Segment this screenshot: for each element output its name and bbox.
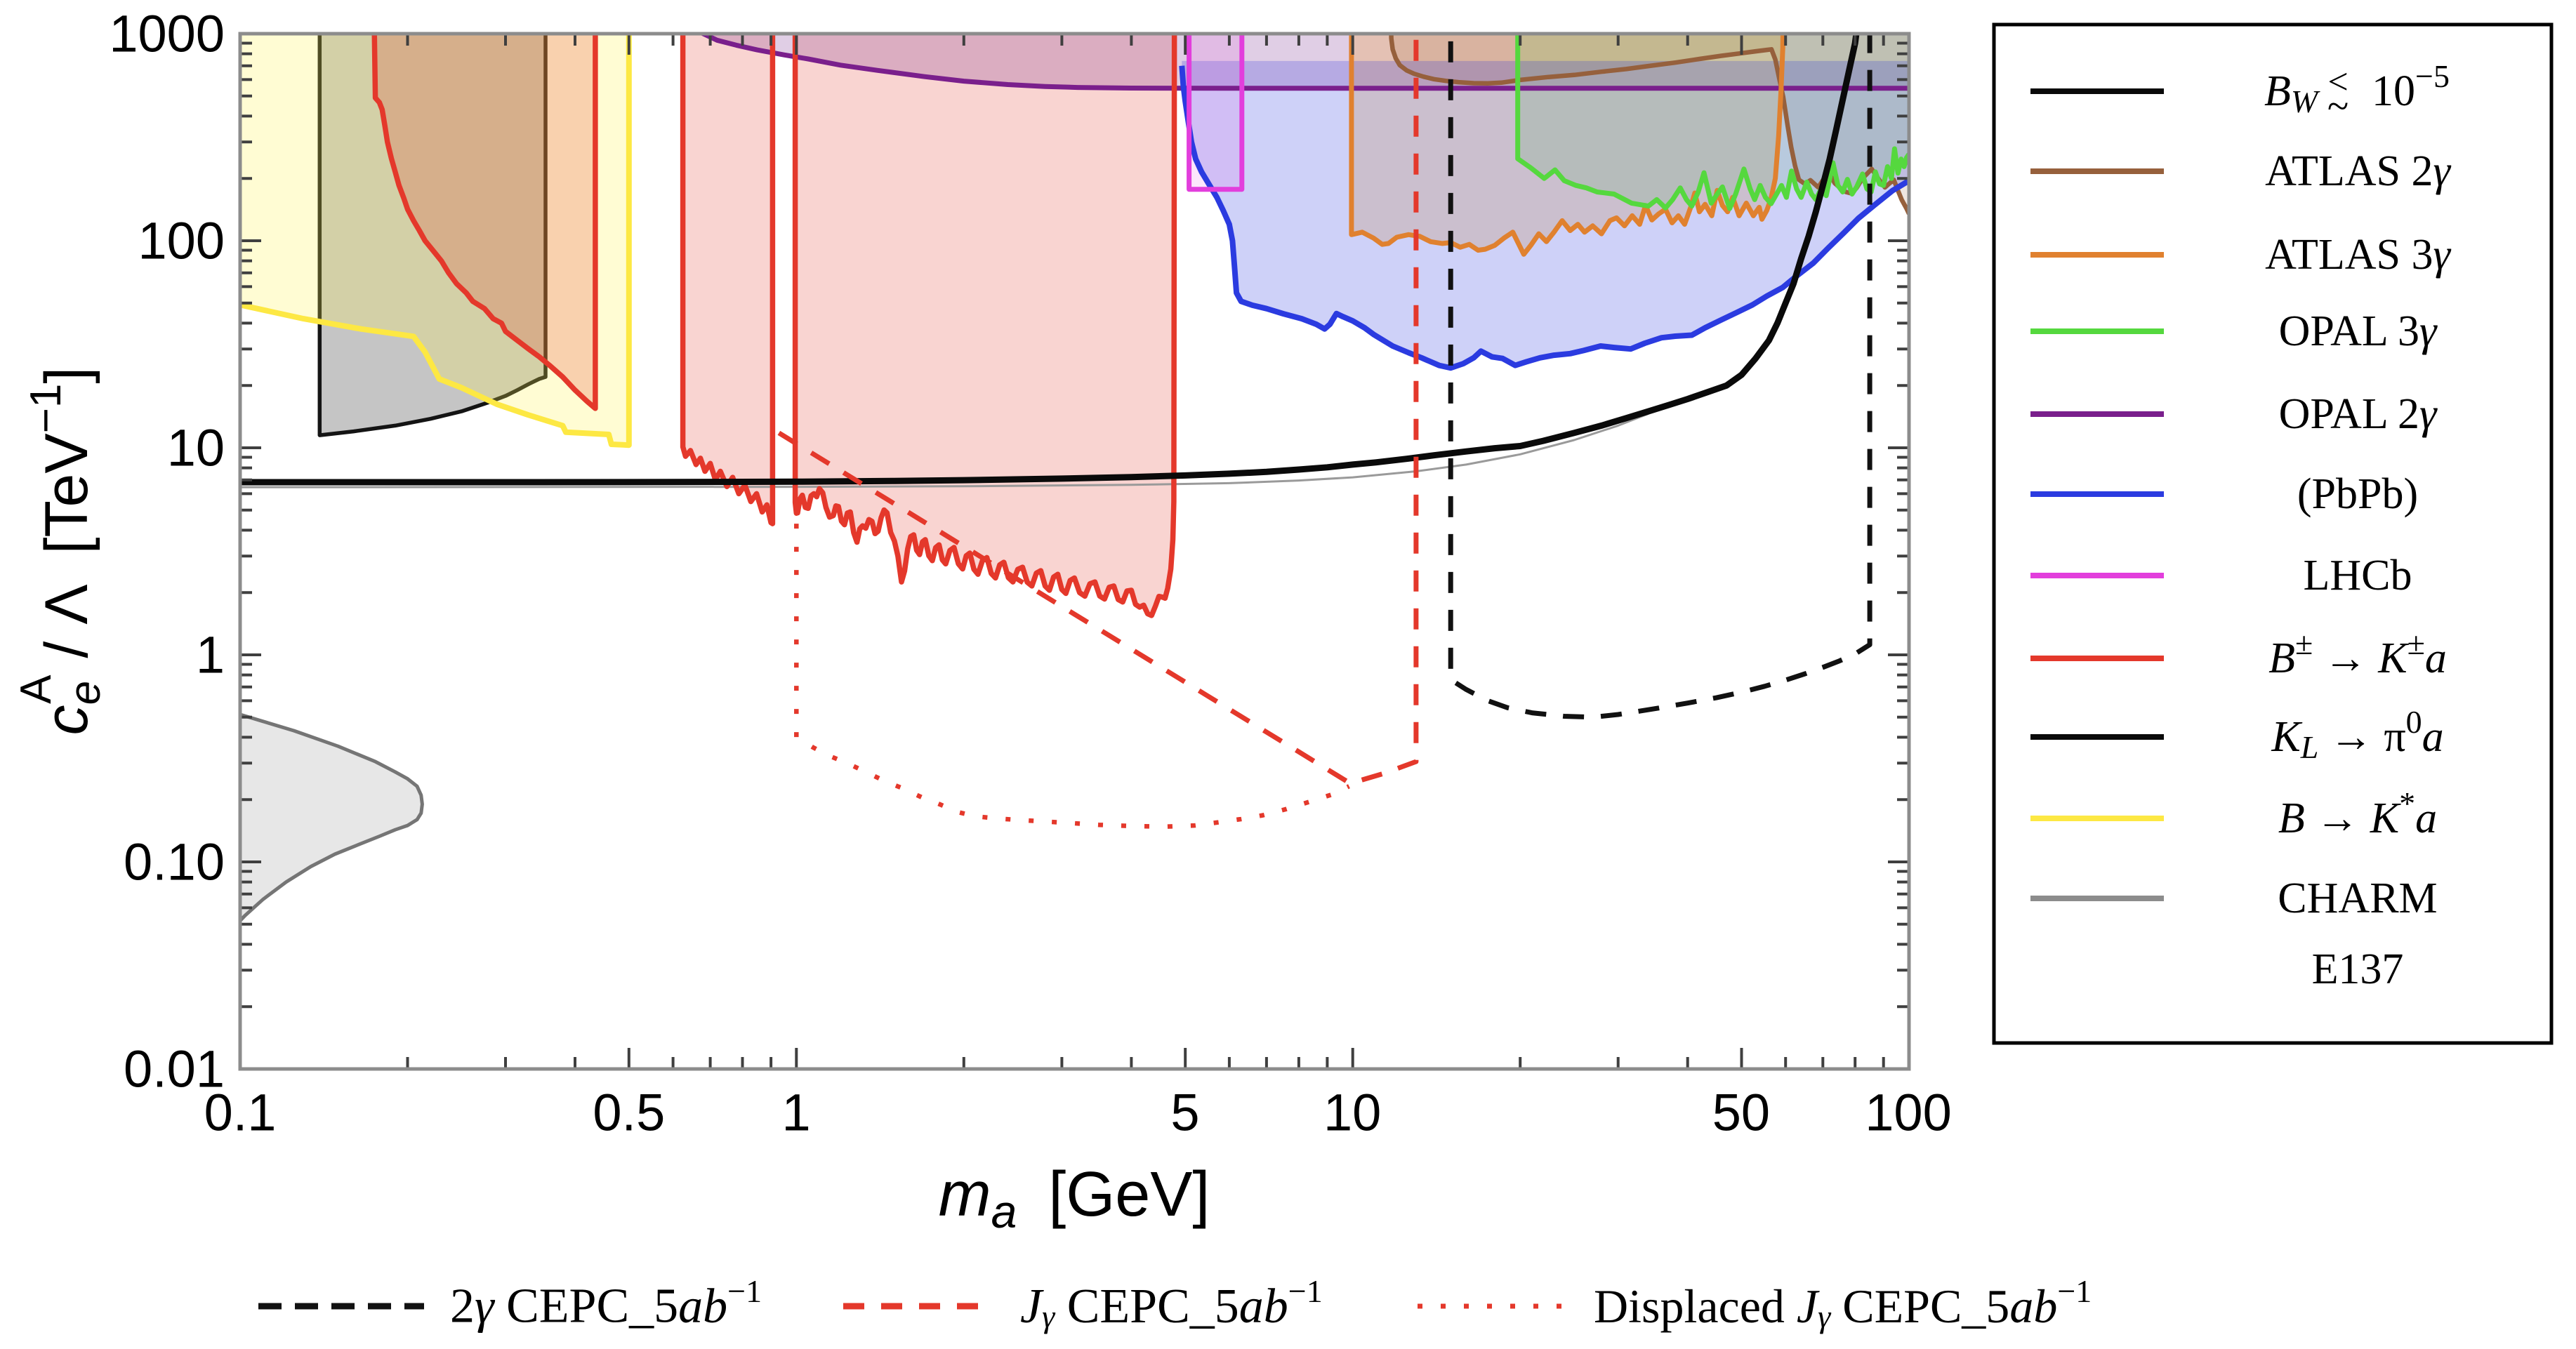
svg-text:CHARM: CHARM [2278,875,2437,922]
svg-text:KL → π0a: KL → π0a [2271,704,2443,765]
svg-text:100: 100 [1865,1084,1951,1142]
svg-text:0.10: 0.10 [124,833,225,891]
svg-text:0.5: 0.5 [593,1084,665,1142]
svg-text:ATLAS 3γ: ATLAS 3γ [2265,231,2451,279]
svg-text:ma [GeV]: ma [GeV] [939,1159,1210,1237]
svg-text:LHCb: LHCb [2304,552,2412,599]
svg-text:10: 10 [1323,1084,1381,1142]
svg-text:OPAL 3γ: OPAL 3γ [2279,307,2438,355]
svg-text:100: 100 [138,212,225,270]
svg-text:B± → K±a: B± → K±a [2268,625,2447,683]
svg-text:5: 5 [1170,1084,1199,1142]
svg-text:Displaced Jγ CEPC_5ab−1: Displaced Jγ CEPC_5ab−1 [1594,1273,2092,1334]
svg-text:BW: BW [2264,67,2320,119]
svg-text:50: 50 [1712,1084,1770,1142]
svg-text:1: 1 [782,1084,811,1142]
svg-text:0.1: 0.1 [204,1084,277,1142]
svg-text:1: 1 [196,626,225,684]
svg-text:<: < [2327,62,2348,102]
svg-text:Jγ CEPC_5ab−1: Jγ CEPC_5ab−1 [1020,1273,1323,1334]
svg-text:ATLAS 2γ: ATLAS 2γ [2265,147,2451,195]
svg-text:ceA / Λ [TeV−1]: ceA / Λ [TeV−1] [12,367,110,736]
svg-text:1000: 1000 [109,5,225,63]
svg-text:0.01: 0.01 [124,1040,225,1098]
svg-text:E137: E137 [2312,945,2404,993]
svg-text:OPAL 2γ: OPAL 2γ [2279,390,2438,438]
svg-text:(PbPb): (PbPb) [2297,470,2418,518]
svg-text:~: ~ [2327,85,2349,128]
svg-text:10: 10 [167,419,225,477]
svg-text:2γ CEPC_5ab−1: 2γ CEPC_5ab−1 [450,1273,762,1334]
